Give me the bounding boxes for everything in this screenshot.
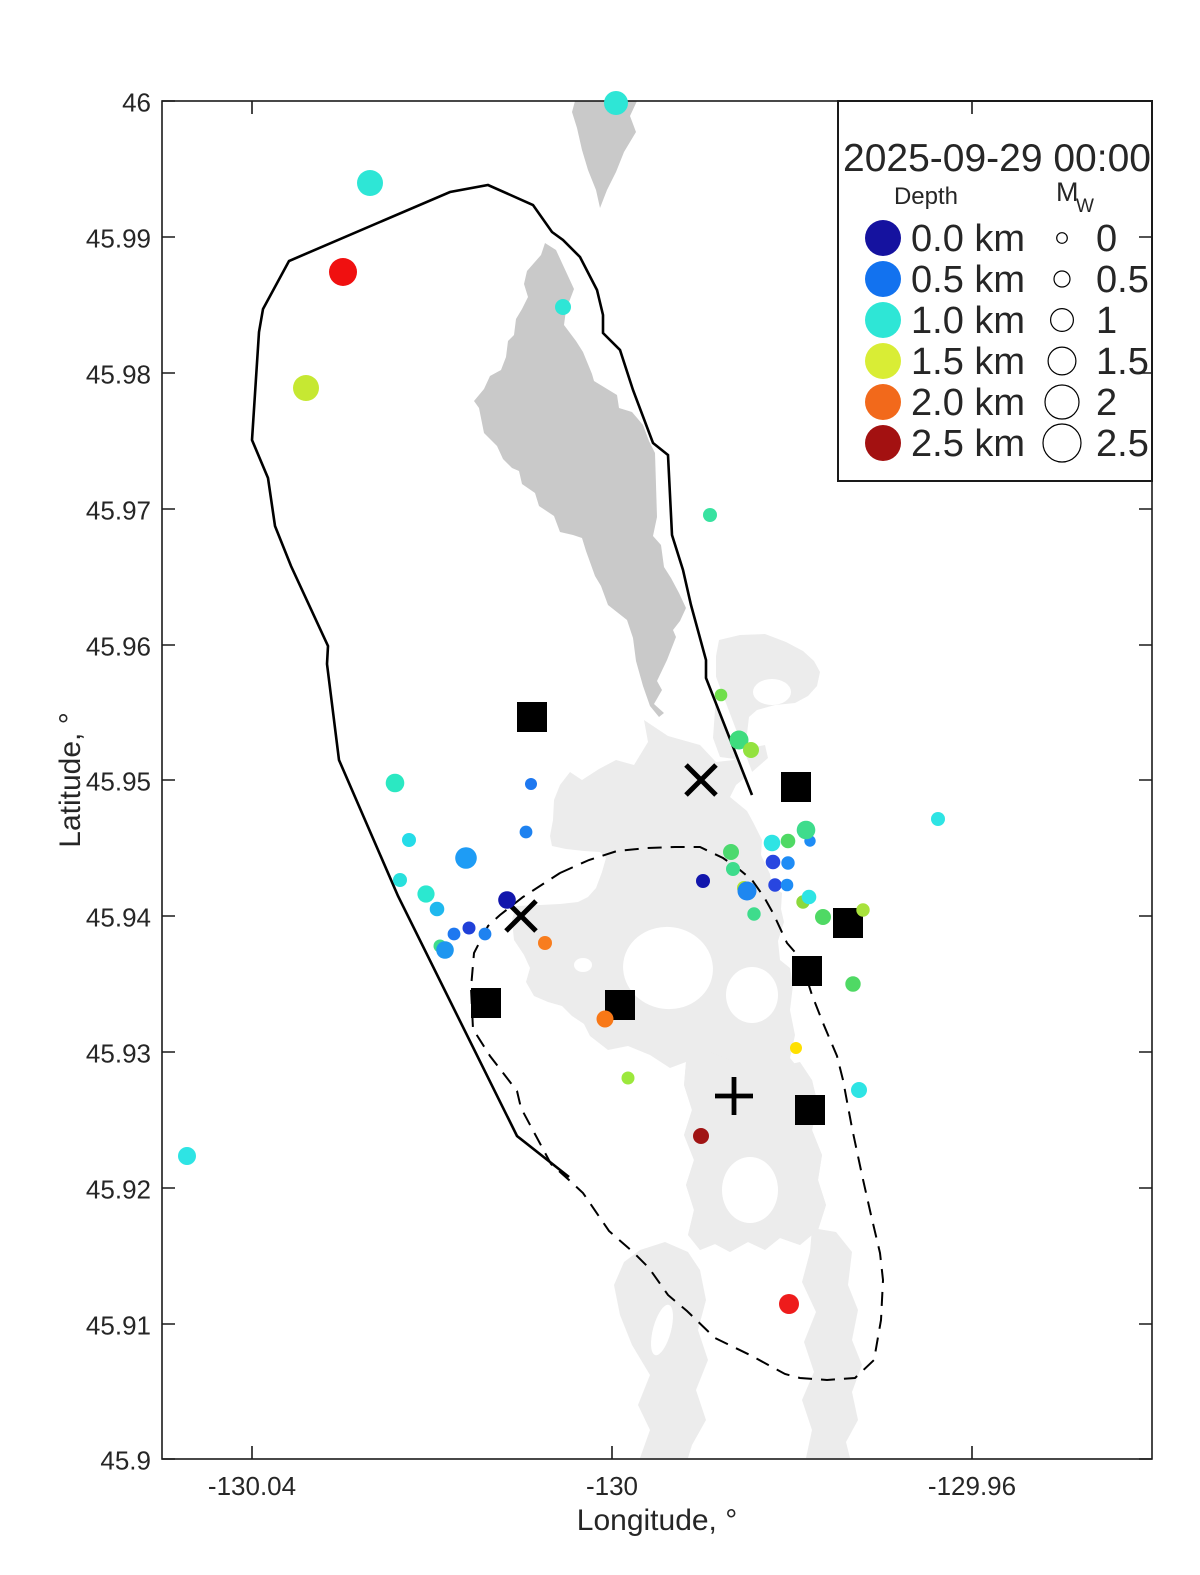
svg-text:-130.04: -130.04 (208, 1471, 296, 1501)
svg-text:1.5: 1.5 (1096, 341, 1149, 383)
svg-text:45.91: 45.91 (86, 1311, 151, 1341)
svg-text:2: 2 (1096, 382, 1117, 424)
svg-text:45.95: 45.95 (86, 767, 151, 797)
svg-text:45.92: 45.92 (86, 1175, 151, 1205)
svg-text:2.5: 2.5 (1096, 423, 1149, 465)
svg-text:2.5 km: 2.5 km (911, 423, 1025, 465)
svg-text:W: W (1076, 196, 1094, 217)
svg-text:2.0 km: 2.0 km (911, 382, 1025, 424)
svg-text:45.94: 45.94 (86, 903, 151, 933)
svg-text:0.0 km: 0.0 km (911, 218, 1025, 260)
svg-text:0.5 km: 0.5 km (911, 259, 1025, 301)
svg-text:M: M (1056, 177, 1079, 207)
svg-text:-130: -130 (586, 1471, 638, 1501)
svg-text:-129.96: -129.96 (928, 1471, 1016, 1501)
svg-text:Longitude, °: Longitude, ° (577, 1504, 737, 1537)
svg-text:0: 0 (1096, 218, 1117, 260)
svg-text:Latitude, °: Latitude, ° (54, 712, 87, 847)
svg-text:45.98: 45.98 (86, 360, 151, 390)
svg-text:45.9: 45.9 (100, 1446, 151, 1476)
svg-text:45.96: 45.96 (86, 632, 151, 662)
svg-text:46: 46 (122, 88, 151, 118)
svg-text:45.97: 45.97 (86, 496, 151, 526)
svg-text:0.5: 0.5 (1096, 259, 1149, 301)
svg-text:1: 1 (1096, 300, 1117, 342)
svg-text:1.0 km: 1.0 km (911, 300, 1025, 342)
svg-text:1.5 km: 1.5 km (911, 341, 1025, 383)
svg-text:45.93: 45.93 (86, 1039, 151, 1069)
svg-text:Depth: Depth (894, 183, 958, 210)
svg-text:45.99: 45.99 (86, 224, 151, 254)
svg-text:2025-09-29 00:00: 2025-09-29 00:00 (843, 137, 1151, 180)
